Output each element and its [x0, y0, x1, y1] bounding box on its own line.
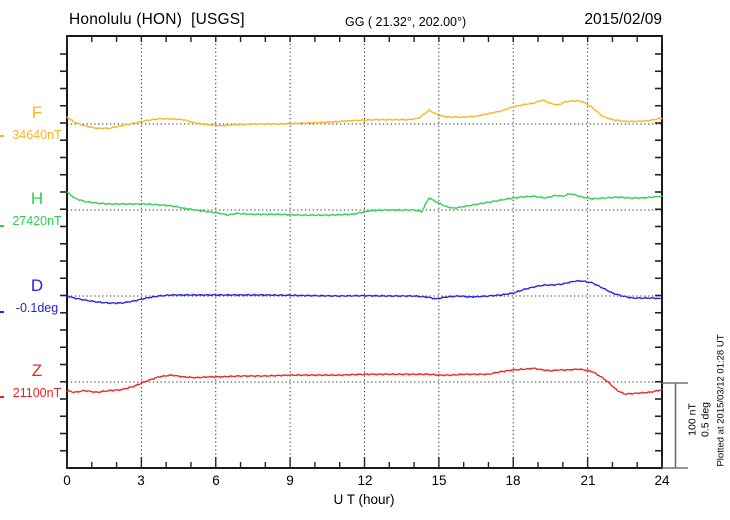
baseline-dash-D	[0, 311, 4, 313]
series-label-Z: Z 21100nT	[8, 361, 66, 400]
geographic-coordinates: GG ( 21.32°, 202.00°)	[345, 15, 467, 29]
baseline-dash-H	[0, 225, 4, 227]
baseline-dash-F	[0, 135, 4, 137]
series-label-D: D -0.1deg	[8, 276, 66, 315]
series-letter-F: F	[31, 103, 43, 122]
x-axis-tick-label: 18	[505, 473, 521, 488]
series-baseline-Z: 21100nT	[12, 386, 62, 400]
series-label-F: F 34640nT	[8, 103, 66, 142]
x-axis-title: U T (hour)	[333, 492, 395, 507]
scale-bar-deg-label: 0.5 deg	[699, 401, 711, 438]
series-label-H: H 27420nT	[8, 189, 66, 228]
scale-bar-nt-label: 100 nT	[686, 403, 699, 436]
x-axis-tick-label: 15	[431, 473, 447, 488]
plotted-at-timestamp: Plotted at 2015/03/12 01:28 UT	[715, 334, 727, 467]
x-axis-tick-label: 21	[580, 473, 596, 488]
scale-bar-label: 100 nT 0.5 deg	[687, 396, 712, 444]
series-letter-Z: Z	[31, 361, 43, 380]
x-axis-tick-label: 24	[654, 473, 670, 488]
baseline-dash-Z	[0, 396, 4, 398]
x-axis-tick-label: 12	[357, 473, 373, 488]
series-letter-H: H	[30, 189, 44, 208]
series-baseline-F: 34640nT	[12, 128, 62, 142]
x-axis-tick-label: 0	[63, 473, 71, 488]
station-title: Honolulu (HON) [USGS]	[69, 11, 245, 28]
x-axis-tick-label: 9	[286, 473, 294, 488]
x-axis-tick-label: 3	[137, 473, 145, 488]
x-axis-tick-label: 6	[212, 473, 220, 488]
series-letter-D: D	[30, 276, 44, 295]
plot-date: 2015/02/09	[584, 11, 662, 28]
series-baseline-H: 27420nT	[12, 214, 62, 228]
series-baseline-D: -0.1deg	[15, 301, 59, 315]
